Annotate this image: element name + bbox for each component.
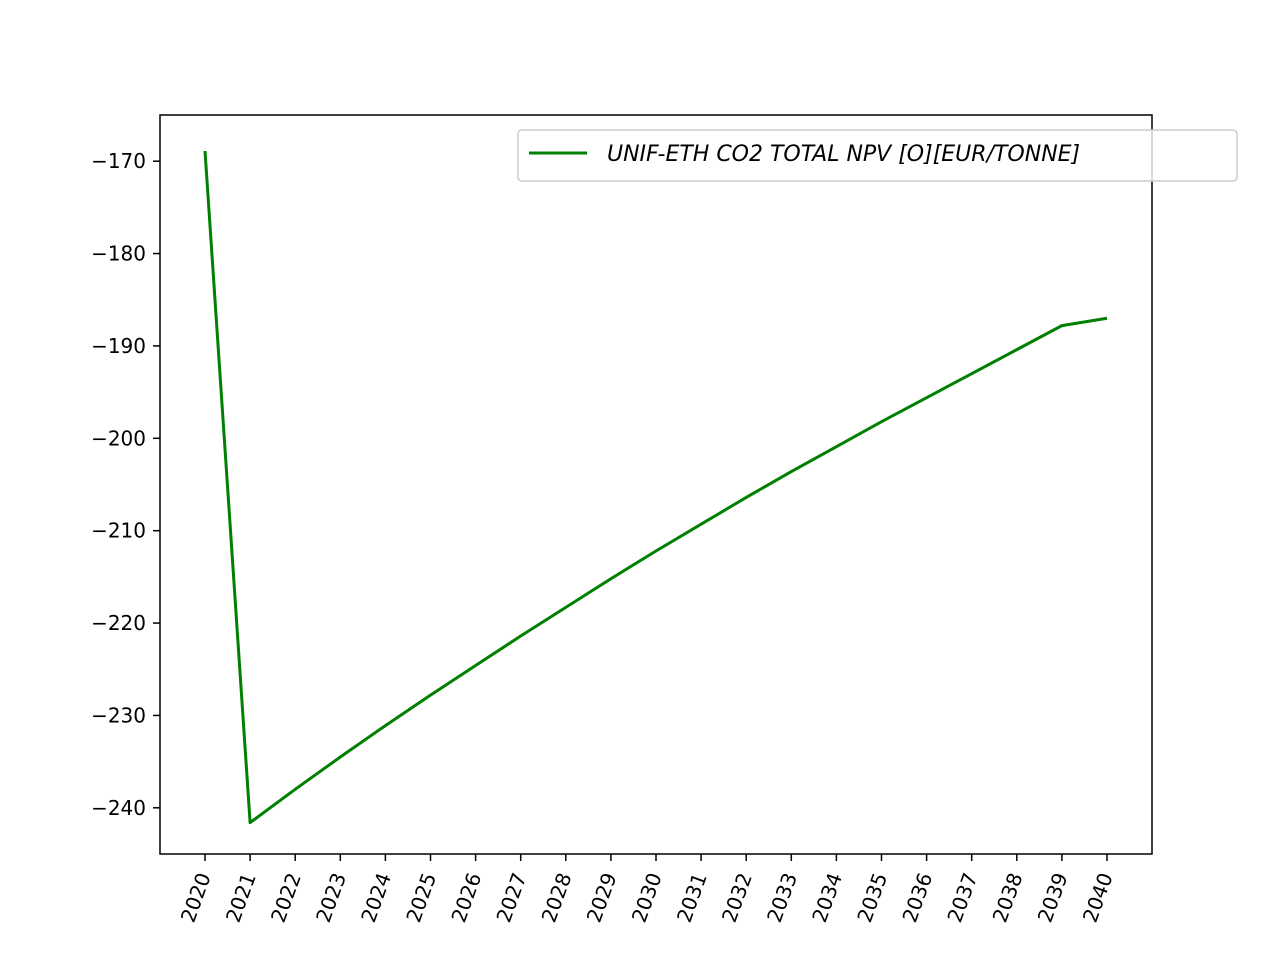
y-axis: −170 −180 −190 −200 −210 −220 −230 −240	[91, 149, 160, 820]
y-tick-label: −170	[91, 149, 146, 173]
plot-content	[203, 150, 1108, 825]
y-tick-label: −240	[91, 796, 146, 820]
y-tick-label: −230	[91, 703, 146, 727]
y-tick-label: −190	[91, 334, 146, 358]
y-tick-label: −180	[91, 242, 146, 266]
y-tick-label: −200	[91, 426, 146, 450]
y-tick-label: −220	[91, 611, 146, 635]
legend-label: UNIF-ETH CO2 TOTAL NPV [O][EUR/TONNE]	[607, 142, 1080, 167]
y-tick-label: −210	[91, 519, 146, 543]
legend-box	[517, 129, 1238, 182]
series-line	[203, 150, 1108, 825]
legend: UNIF-ETH CO2 TOTAL NPV [O][EUR/TONNE]	[517, 129, 1238, 182]
